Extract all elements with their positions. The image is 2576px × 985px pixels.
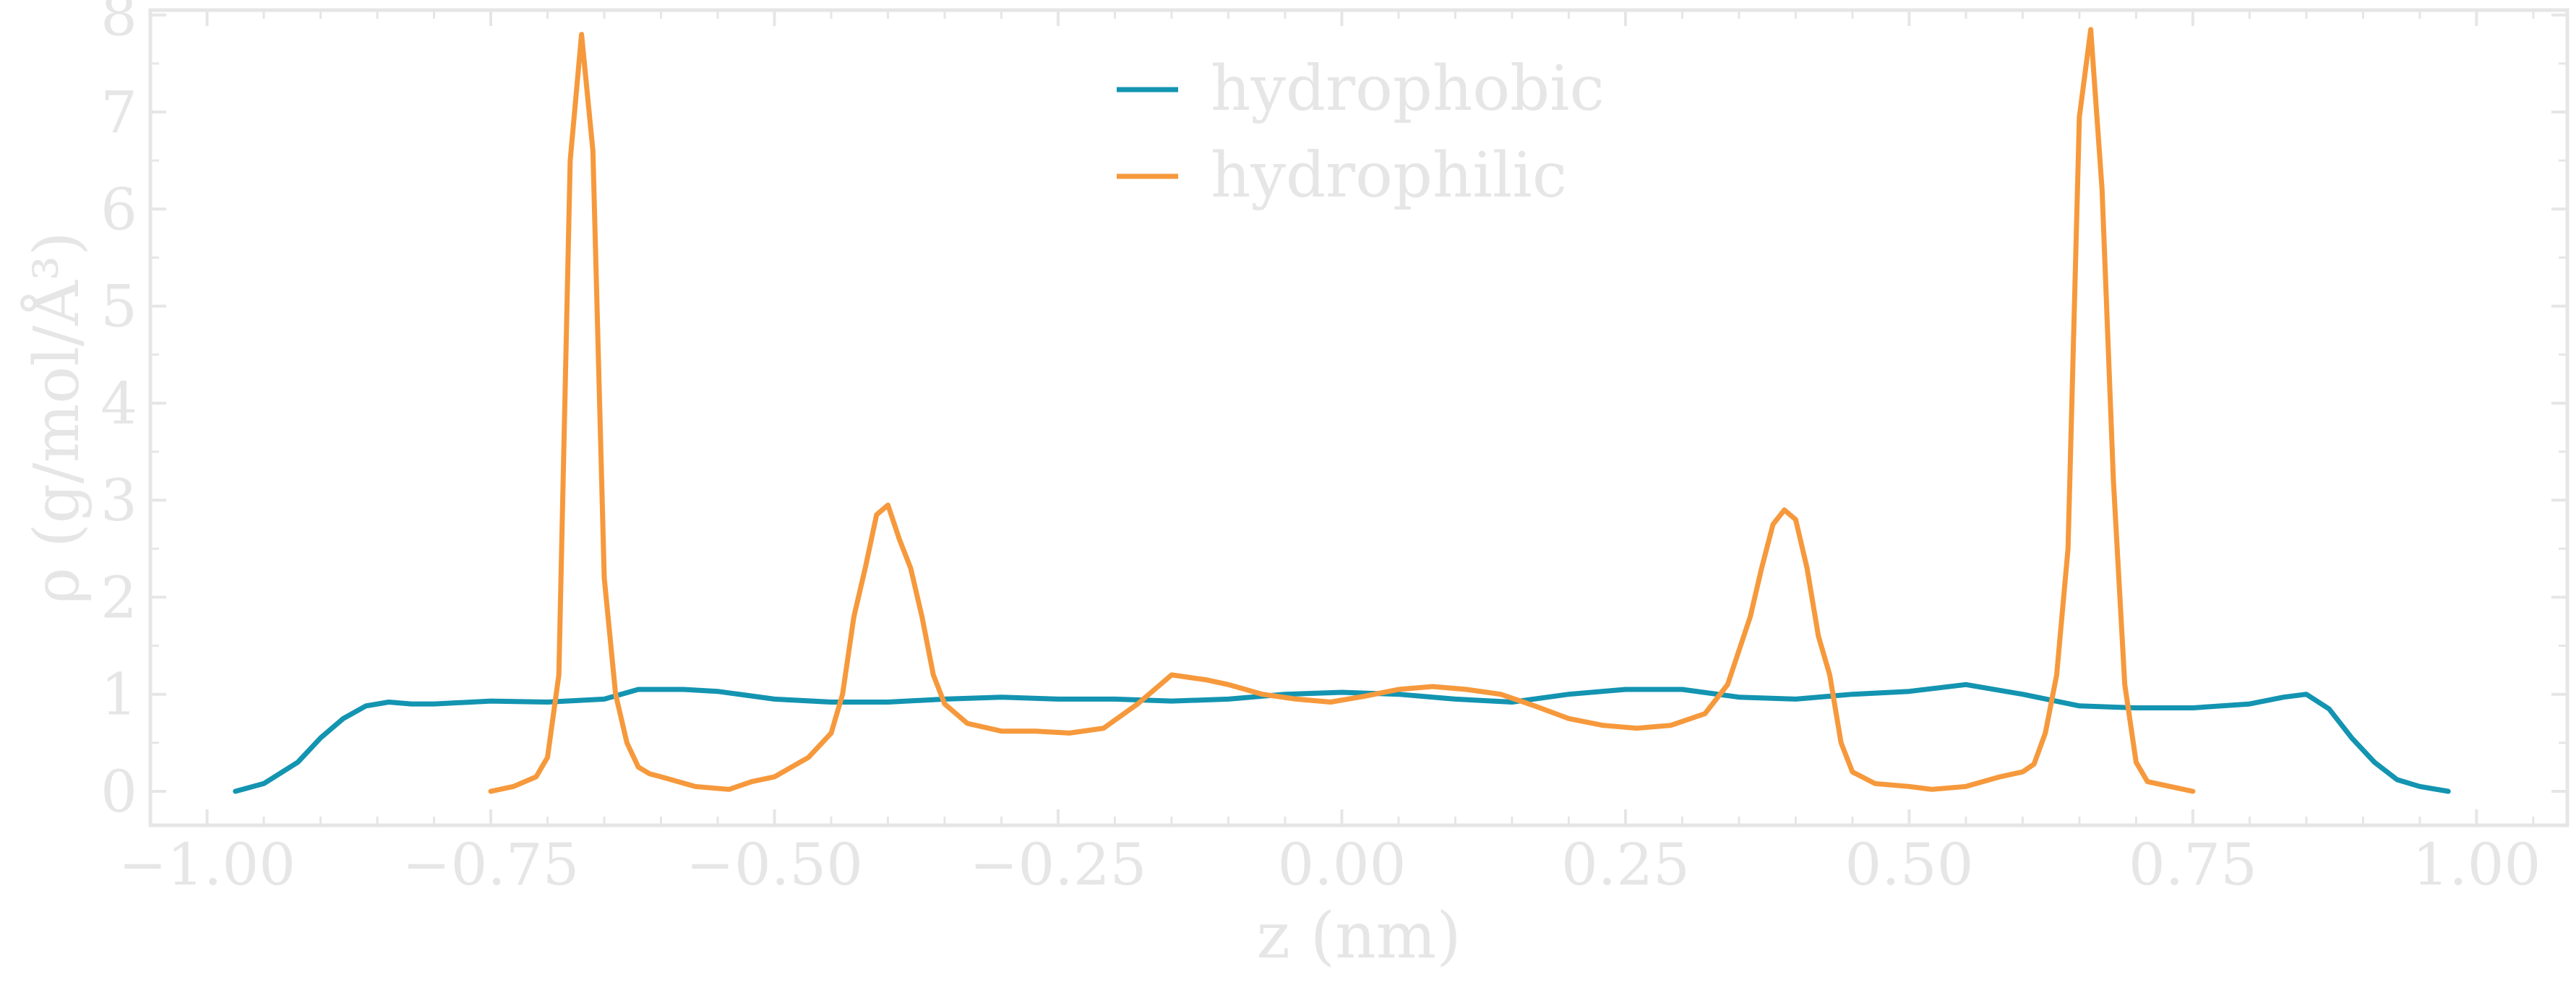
y-axis-label: ρ (g/mol/Å³): [20, 231, 93, 603]
x-tick-label: 0.00: [1277, 831, 1406, 898]
y-tick-label: 3: [100, 467, 137, 534]
legend-label-hydrophilic: hydrophilic: [1211, 139, 1567, 212]
x-tick-label: 0.75: [2129, 831, 2257, 898]
y-tick-label: 6: [100, 176, 137, 243]
y-tick-label: 5: [100, 273, 137, 340]
x-tick-label: −0.25: [969, 831, 1146, 898]
x-tick-label: −1.00: [119, 831, 296, 898]
legend: hydrophobic hydrophilic: [1117, 53, 1605, 212]
series-layer: [233, 27, 2451, 794]
y-tick-label: 2: [100, 564, 137, 631]
plot-frame: [148, 8, 2569, 827]
x-tick-label: −0.75: [402, 831, 579, 898]
y-tick-label: 4: [100, 370, 137, 437]
x-axis-label: z (nm): [1256, 898, 1461, 973]
x-tick-label: 0.25: [1561, 831, 1690, 898]
x-tick-label: 0.50: [1845, 831, 1973, 898]
legend-label-hydrophobic: hydrophobic: [1211, 53, 1605, 125]
x-tick-label: 1.00: [2412, 831, 2541, 898]
y-tick-label: 0: [100, 758, 137, 825]
y-tick-label: 7: [100, 79, 137, 146]
y-tick-label: 8: [100, 0, 137, 49]
series-line-hydrophobic: [233, 681, 2451, 794]
axis-tick-labels: −1.00 −0.75 −0.50 −0.25 0.00 0.25 0.50 0.75 1.00…: [100, 0, 2541, 898]
series-line-hydrophilic: [488, 27, 2196, 794]
x-tick-label: −0.50: [686, 831, 863, 898]
axis-ticks: [149, 10, 2567, 825]
y-tick-label: 1: [100, 661, 137, 728]
